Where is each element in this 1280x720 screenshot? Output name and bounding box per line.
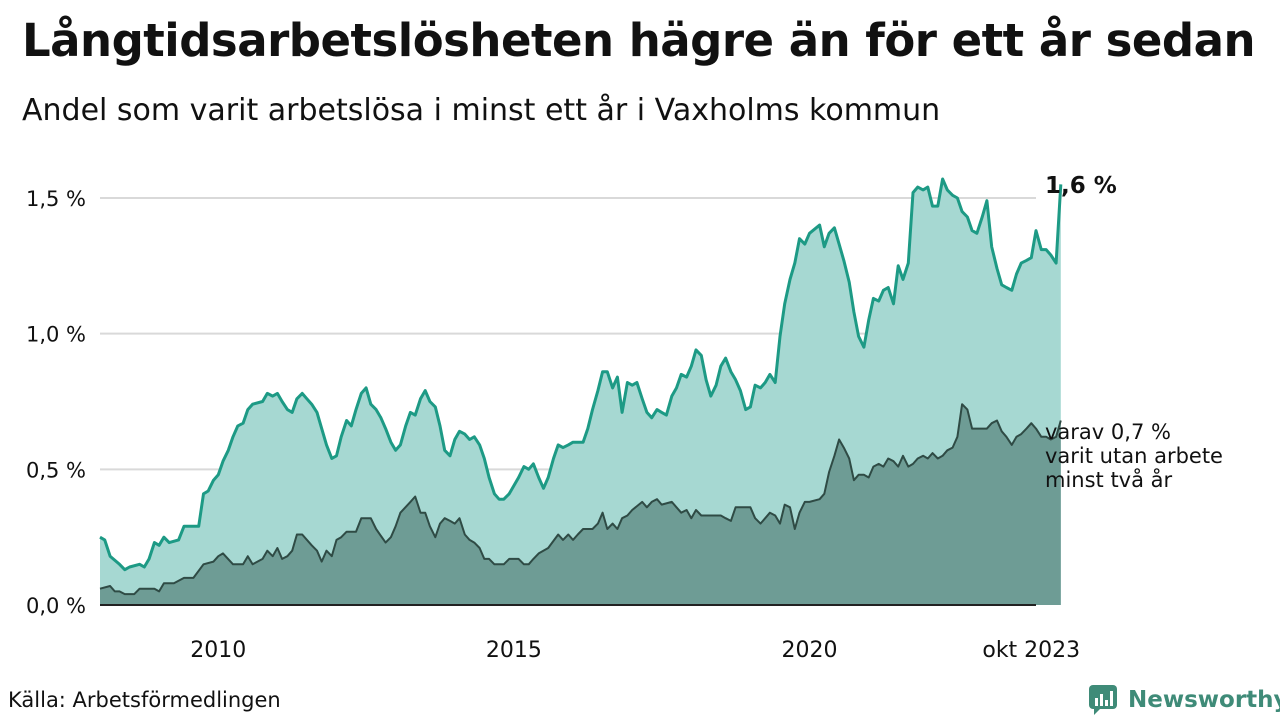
series-areas	[100, 179, 1061, 605]
axes: 0,0 % 0,5 % 1,0 % 1,5 % 2010 2015 2020 okt 2023	[26, 187, 1080, 663]
y-tick-label: 0,0 %	[26, 594, 86, 618]
end-label-sub: minst två år	[1045, 467, 1173, 492]
sub-series-line	[99, 403, 1062, 596]
end-label-sub: varit utan arbete	[1045, 444, 1223, 468]
y-tick-label: 1,5 %	[26, 187, 86, 211]
brand-logo[interactable]: Newsworthy	[1088, 684, 1280, 716]
end-label-sub: varav 0,7 %	[1045, 420, 1171, 444]
chart-subtitle: Andel som varit arbetslösa i minst ett å…	[22, 93, 941, 128]
x-tick-label: 2010	[190, 638, 246, 663]
main-series-line	[99, 177, 1063, 572]
series-lines	[99, 177, 1063, 596]
x-tick-label: 2015	[486, 638, 542, 663]
newsworthy-icon	[1089, 685, 1117, 715]
sub-series-area	[100, 404, 1061, 605]
y-tick-label: 0,5 %	[26, 458, 86, 482]
source-note: Källa: Arbetsförmedlingen	[8, 688, 281, 712]
end-label-main: 1,6 %	[1045, 173, 1117, 199]
brand-name: Newsworthy	[1128, 687, 1280, 713]
x-tick-label: 2020	[782, 638, 838, 663]
chart-title: Långtidsarbetslösheten hägre än för ett …	[22, 14, 1256, 67]
x-tick-label: okt 2023	[982, 638, 1080, 663]
y-tick-label: 1,0 %	[26, 323, 86, 347]
